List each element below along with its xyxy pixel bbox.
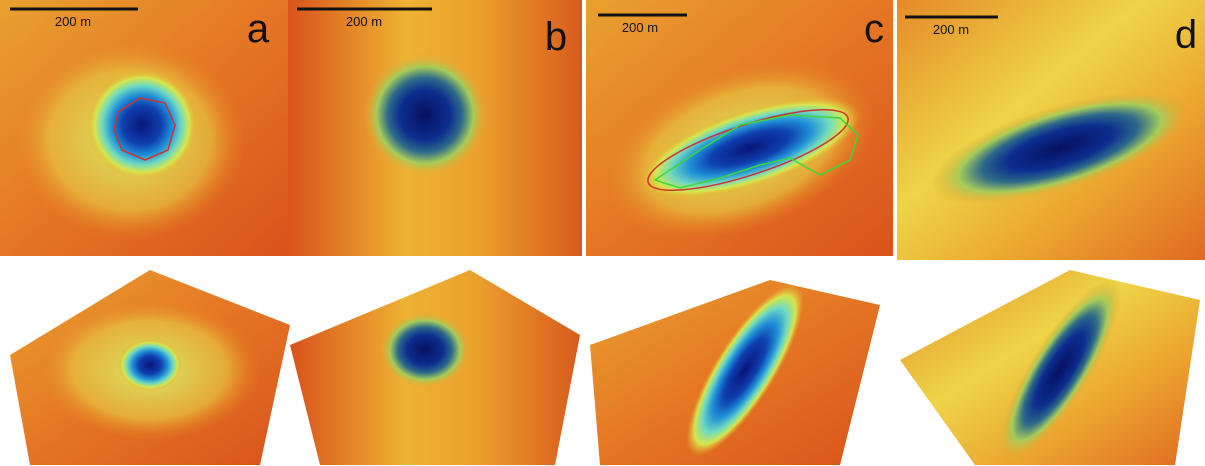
scale-label: 200 m xyxy=(55,14,91,29)
surface-a xyxy=(10,270,290,465)
page: {"panels": [ {"label": "a", "scale_bar":… xyxy=(0,0,1205,466)
surface-b xyxy=(290,270,580,465)
panel-letter: c xyxy=(864,7,884,51)
panel-letter: a xyxy=(247,7,270,51)
panel-letter: d xyxy=(1175,13,1197,57)
panel-d xyxy=(897,0,1205,260)
scale-label: 200 m xyxy=(346,14,382,29)
surface-d xyxy=(900,265,1200,466)
panel-letter: b xyxy=(545,15,567,59)
scale-label: 200 m xyxy=(933,22,969,37)
panel-a xyxy=(0,0,288,256)
figure: 200 m a 200 m b 200 m c 200 m d xyxy=(0,0,1205,466)
surface-c xyxy=(590,269,880,466)
scale-label: 200 m xyxy=(622,20,658,35)
panel-b xyxy=(288,0,582,256)
panel-c xyxy=(581,0,899,273)
